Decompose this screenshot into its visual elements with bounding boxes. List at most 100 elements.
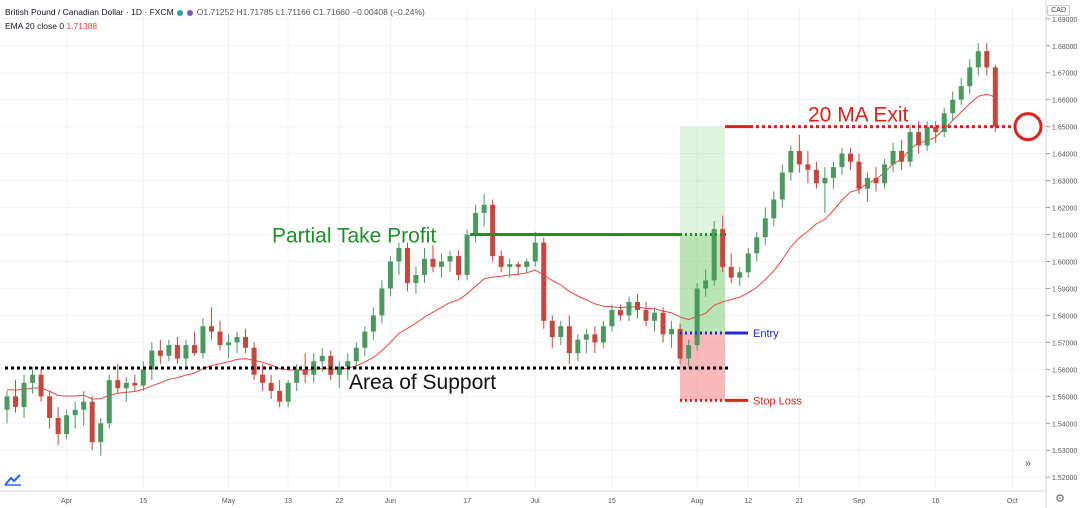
price-tick-label: 1.53000 — [1052, 448, 1077, 455]
candle-down — [992, 67, 998, 127]
candle-up — [4, 396, 10, 410]
candle-down — [873, 177, 879, 184]
double-chevron-right-icon[interactable]: » — [1024, 458, 1032, 470]
candle-up — [652, 312, 658, 321]
profit-zone-upper — [680, 126, 725, 235]
candle-up — [464, 234, 470, 275]
time-tick-label: 12 — [744, 498, 752, 505]
symbol-title[interactable]: British Pound / Canadian Dollar · 1D · F… — [5, 7, 174, 17]
price-tick-label: 1.65000 — [1052, 125, 1077, 132]
currency-badge[interactable]: CAD — [1047, 5, 1070, 16]
candle-down — [132, 382, 138, 386]
area-of-support-label: Area of Support — [349, 371, 496, 394]
price-tick-label: 1.63000 — [1052, 179, 1077, 186]
candle-down — [813, 169, 819, 184]
candle-up — [362, 331, 368, 348]
candle-up — [421, 258, 427, 275]
candle-up — [788, 150, 794, 173]
gear-icon[interactable]: ⚙ — [1055, 493, 1065, 505]
candle-down — [677, 328, 683, 359]
candle-up — [200, 326, 206, 354]
trade-zones — [680, 126, 725, 401]
candle-down — [720, 229, 726, 267]
candle-up — [890, 150, 896, 165]
price-tick-label: 1.67000 — [1052, 71, 1077, 78]
candle-down — [208, 326, 214, 332]
time-tick-label: 21 — [795, 498, 803, 505]
candle-up — [609, 310, 615, 327]
price-tick-label: 1.61000 — [1052, 233, 1077, 240]
candle-up — [822, 177, 828, 184]
candle-up — [686, 345, 692, 359]
candle-up — [771, 199, 777, 219]
candle-up — [967, 67, 973, 87]
candle-up — [447, 256, 453, 262]
candle-down — [260, 374, 266, 383]
candle-down — [174, 345, 180, 359]
candle-up — [140, 369, 146, 386]
candle-up — [507, 264, 513, 267]
candle-up — [907, 132, 913, 162]
candlesticks — [4, 43, 998, 456]
time-tick-label: Jun — [385, 498, 396, 505]
price-tick-label: 1.62000 — [1052, 206, 1077, 213]
candle-down — [302, 369, 308, 375]
candle-down — [217, 331, 223, 346]
candle-down — [549, 320, 555, 337]
candle-up — [745, 253, 751, 273]
candle-up — [183, 345, 189, 359]
candle-up — [975, 51, 981, 68]
candle-up — [941, 113, 947, 133]
exit-circle-marker — [1013, 112, 1043, 142]
candle-up — [81, 401, 87, 410]
time-axis[interactable]: Apr 15 May 13 22 Jun 17 Jul 15 Aug 12 21 Sep 16 Oct — [0, 490, 1046, 505]
price-tick-label: 1.57000 — [1052, 340, 1077, 347]
candle-up — [950, 99, 956, 114]
candle-up — [524, 261, 530, 267]
candle-up — [123, 382, 129, 389]
partial-take-profit-label: Partial Take Profit — [272, 225, 436, 248]
candle-up — [711, 229, 717, 281]
ohlc-values: O1.71252 H1.71785 L1.71166 C1.71660 −0.0… — [196, 7, 425, 17]
price-tick-label: 1.52000 — [1052, 475, 1077, 482]
ema-20-line — [6, 93, 996, 400]
candle-down — [490, 204, 496, 257]
candle-down — [728, 266, 734, 278]
time-tick-label: 13 — [284, 498, 292, 505]
ema-indicator-label[interactable]: EMA 20 close 0 — [5, 21, 65, 31]
candle-down — [456, 256, 462, 275]
candle-up — [336, 366, 342, 375]
candle-up — [149, 350, 155, 370]
candle-up — [98, 423, 104, 443]
time-tick-label: 17 — [463, 498, 471, 505]
tradingview-logo-icon[interactable] — [4, 474, 22, 486]
candle-up — [626, 301, 632, 316]
candle-down — [847, 153, 853, 162]
entry-label: Entry — [753, 328, 779, 340]
candle-up — [387, 261, 393, 289]
legend-symbol-row: British Pound / Canadian Dollar · 1D · F… — [5, 5, 425, 19]
candle-up — [72, 409, 78, 416]
annotation-labels: Partial Take Profit Area of Support 20 MA … — [272, 104, 909, 408]
candle-down — [916, 132, 922, 146]
price-tick-label: 1.66000 — [1052, 98, 1077, 105]
candle-down — [38, 374, 44, 397]
candle-down — [277, 390, 283, 402]
candle-down — [643, 310, 649, 321]
price-axis[interactable]: 1.69000 1.68000 1.67000 1.66000 1.65000 1.640… — [1045, 0, 1077, 508]
candle-up — [924, 126, 930, 146]
price-tick-label: 1.69000 — [1052, 17, 1077, 24]
candle-up — [21, 382, 27, 408]
candle-up — [737, 272, 743, 278]
time-tick-label: May — [222, 498, 236, 505]
candle-down — [157, 350, 163, 356]
candle-up — [583, 334, 589, 340]
candle-up — [370, 315, 376, 332]
candle-up — [600, 326, 606, 343]
candle-up — [779, 172, 785, 200]
chart-grid — [0, 8, 1046, 488]
candle-up — [439, 261, 445, 267]
candle-down — [592, 334, 598, 343]
candle-up — [754, 237, 760, 254]
